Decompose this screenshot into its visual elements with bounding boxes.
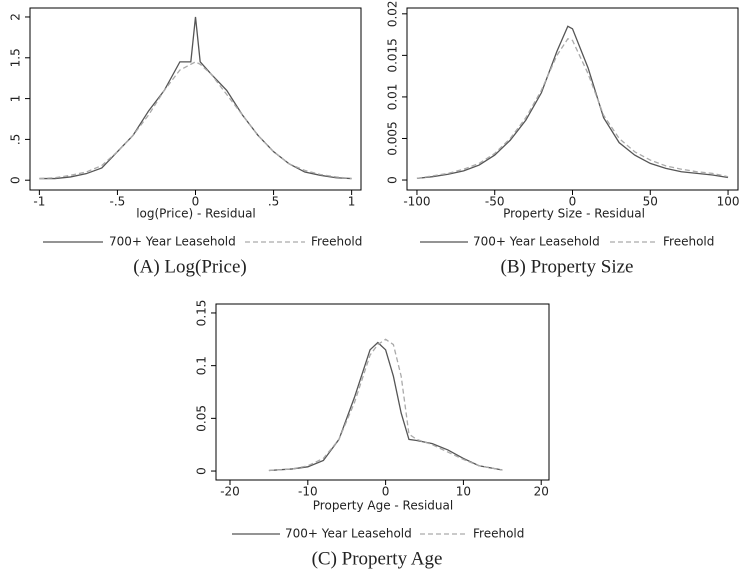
y-tick-label: 0 [9, 176, 23, 184]
x-tick-label: -100 [403, 195, 430, 209]
x-tick-label: 20 [534, 485, 549, 499]
density-line [268, 338, 503, 472]
y-tick-label: 2 [9, 13, 23, 21]
x-tick-label: -1 [33, 195, 45, 209]
x-tick-label: 0 [569, 195, 577, 209]
x-axis-label: Property Size - Residual [503, 207, 645, 221]
panel-caption: (B) Property Size [501, 256, 634, 277]
legend-label: 700+ Year Leasehold [109, 235, 236, 249]
legend-label: 700+ Year Leasehold [473, 235, 600, 249]
y-tick-label: 1.5 [9, 48, 23, 67]
y-tick-label: 0.005 [386, 121, 400, 155]
density-line [268, 341, 503, 472]
density-line [39, 16, 352, 180]
x-tick-label: 100 [717, 195, 739, 209]
panel-caption: (C) Property Age [312, 548, 443, 569]
plot-frame [406, 7, 739, 191]
density-line [39, 61, 352, 180]
y-tick-label: 0.01 [386, 84, 400, 111]
x-tick-label: 10 [456, 485, 471, 499]
x-tick-label: -20 [220, 485, 240, 499]
y-tick-label: 0.15 [195, 300, 209, 327]
panel-caption: (A) Log(Price) [133, 256, 246, 277]
x-axis-label: Property Age - Residual [313, 499, 453, 513]
y-tick-label: 0.015 [386, 38, 400, 72]
legend-label: Freehold [473, 527, 524, 541]
plot-frame [215, 303, 550, 481]
y-tick-label: 0 [386, 176, 400, 184]
y-tick-label: 0 [195, 467, 209, 475]
legend-label: 700+ Year Leasehold [285, 527, 412, 541]
x-tick-label: 50 [643, 195, 658, 209]
x-tick-label: 0 [192, 195, 200, 209]
y-tick-label: 1 [9, 95, 23, 103]
x-axis-label: log(Price) - Residual [136, 207, 256, 221]
y-tick-label: .5 [9, 134, 23, 145]
y-tick-label: 0.1 [195, 356, 209, 375]
x-tick-label: 0 [382, 485, 390, 499]
y-tick-label: 0.02 [386, 0, 400, 27]
density-line [416, 37, 729, 180]
plot-frame [29, 7, 362, 191]
density-line [416, 25, 729, 180]
y-tick-label: 0.05 [195, 405, 209, 432]
legend-label: Freehold [663, 235, 714, 249]
x-tick-label: -.5 [110, 195, 126, 209]
x-tick-label: 1 [348, 195, 356, 209]
x-tick-label: -50 [485, 195, 505, 209]
x-tick-label: -10 [298, 485, 318, 499]
x-tick-label: .5 [268, 195, 279, 209]
legend-label: Freehold [311, 235, 362, 249]
